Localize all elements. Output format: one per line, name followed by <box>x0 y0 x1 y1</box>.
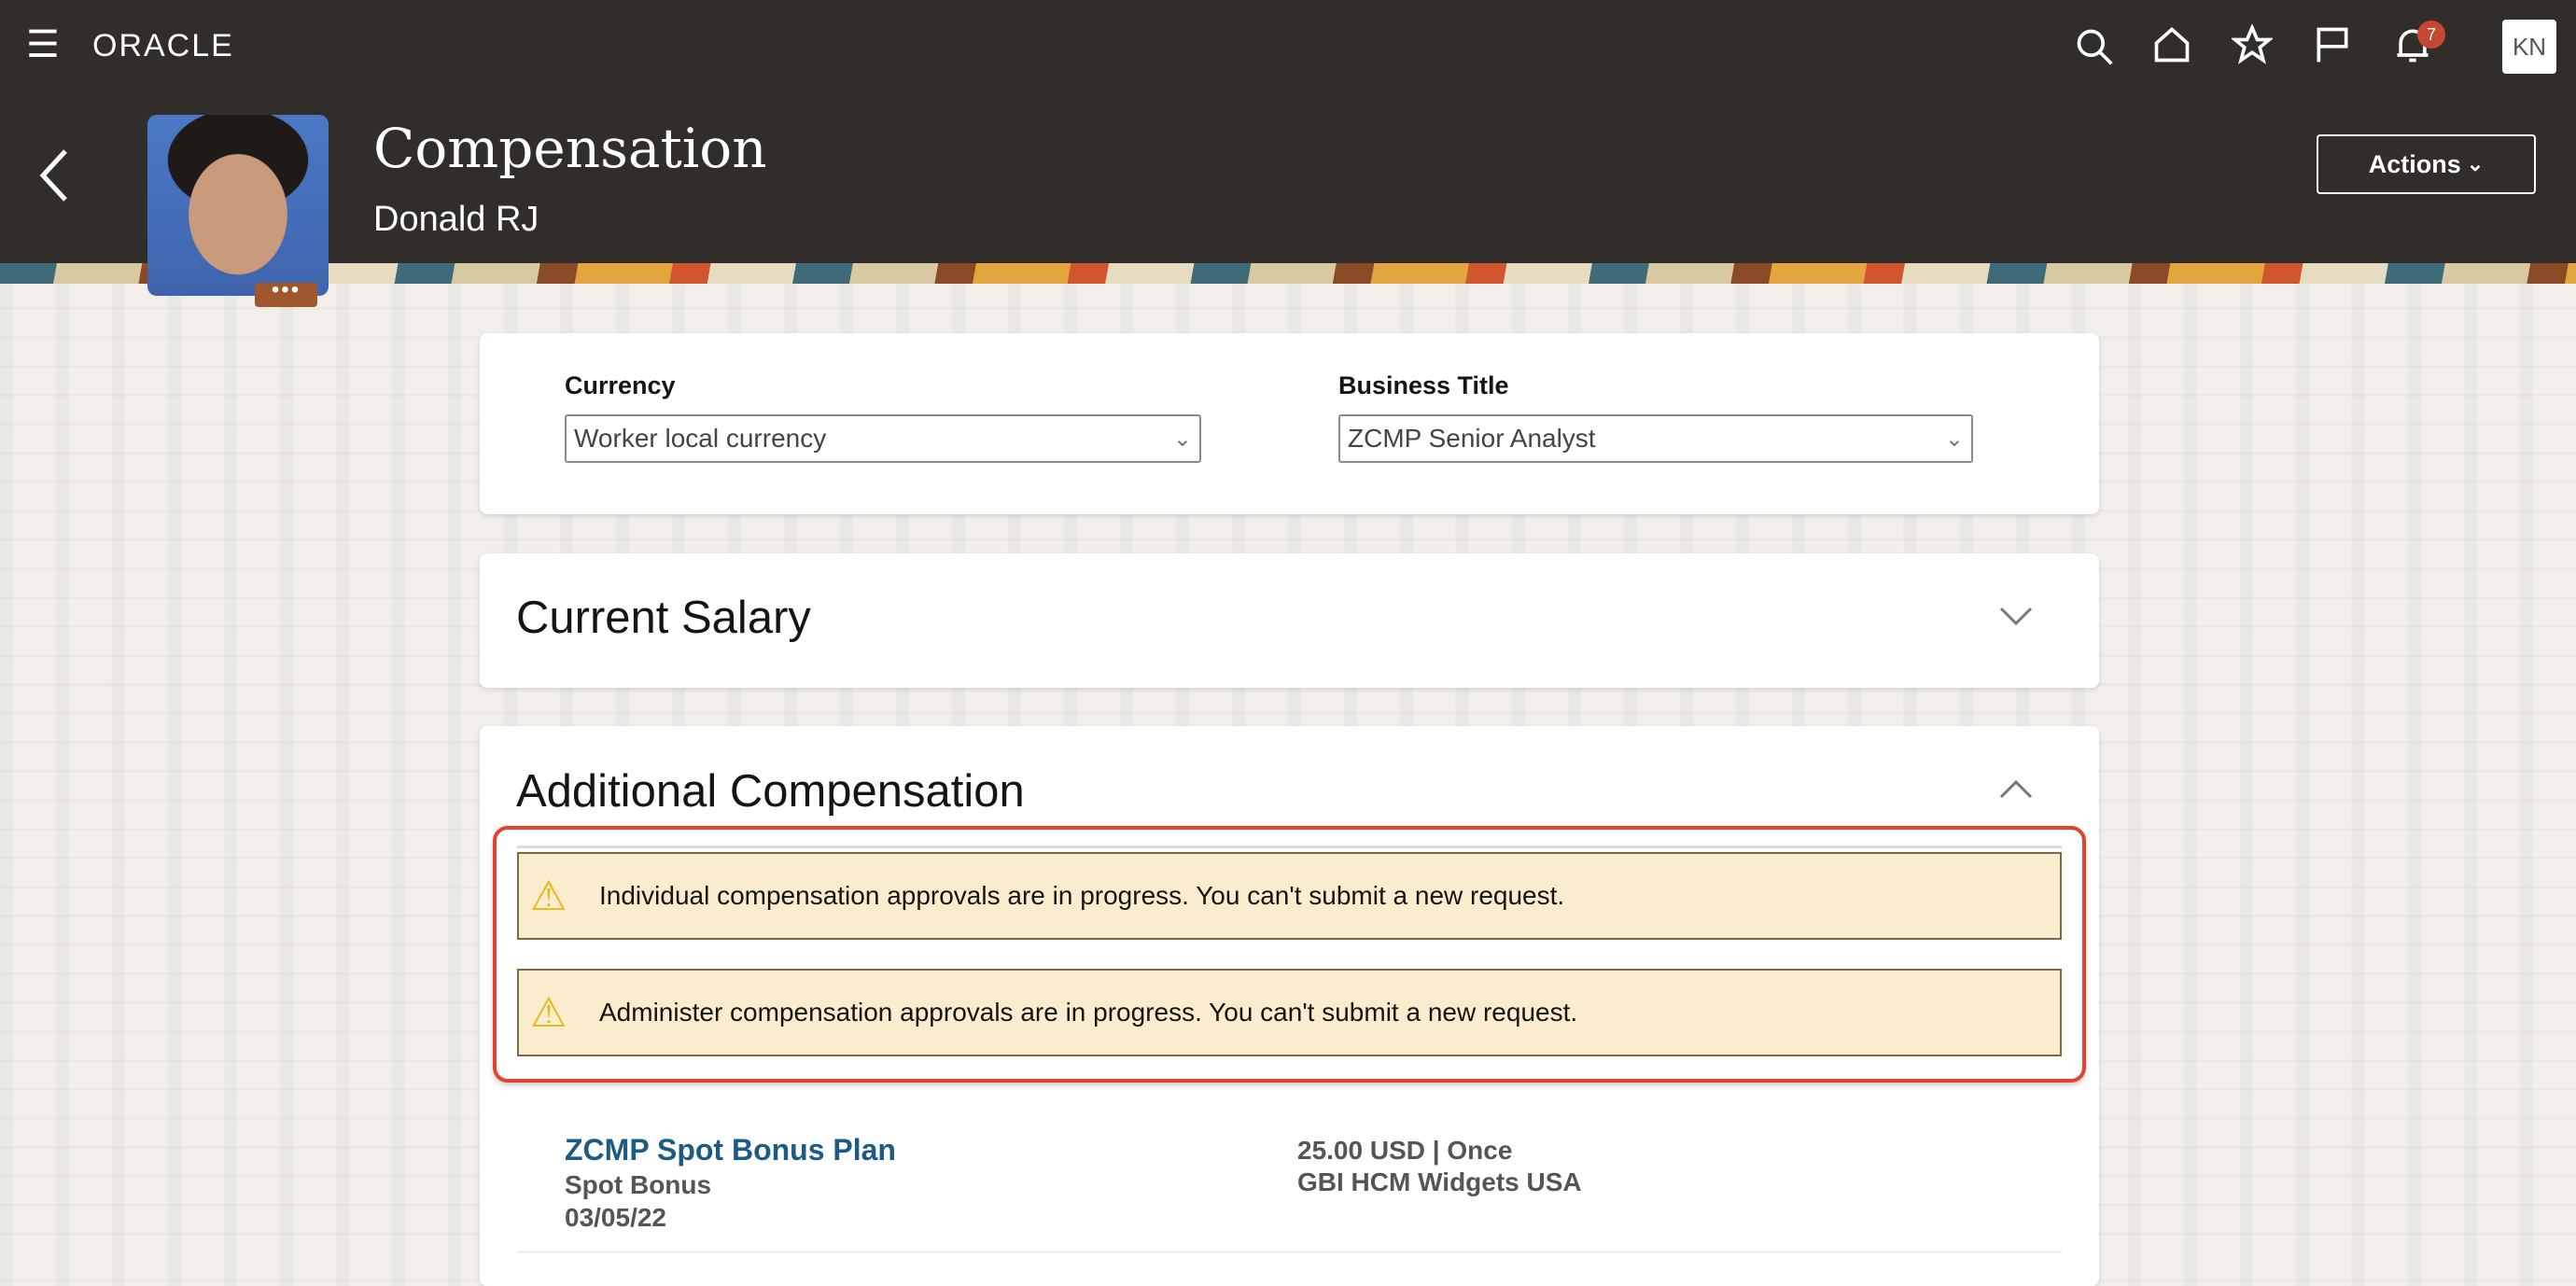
currency-label: Currency <box>565 371 676 399</box>
more-options-button[interactable]: ••• <box>255 279 317 307</box>
global-header <box>0 0 2576 263</box>
notification-count-badge: 7 <box>2417 21 2445 49</box>
plan-amount: 25.00 USD | Once <box>1297 1136 1513 1165</box>
user-avatar[interactable]: KN <box>2502 20 2556 74</box>
plan-name-link[interactable]: ZCMP Spot Bonus Plan <box>565 1133 896 1167</box>
warning-triangle-icon: ⚠ <box>530 989 567 1036</box>
back-chevron-icon[interactable] <box>35 147 73 208</box>
currency-value: Worker local currency <box>574 424 827 453</box>
warning-triangle-icon: ⚠ <box>530 873 567 919</box>
divider <box>517 846 2062 848</box>
business-title-label: Business Title <box>1338 371 1509 399</box>
plan-legal-employer: GBI HCM Widgets USA <box>1297 1167 1582 1196</box>
expand-chevron-down-icon[interactable] <box>1997 605 2035 632</box>
highlight-annotation <box>493 826 2086 1083</box>
decorative-banner <box>0 263 2576 284</box>
plan-type: Spot Bonus <box>565 1170 712 1199</box>
chevron-down-icon: ⌄ <box>2466 152 2485 175</box>
person-name: Donald RJ <box>373 200 539 239</box>
current-salary-title: Current Salary <box>516 593 811 643</box>
chevron-down-icon: ⌄ <box>1172 426 1192 452</box>
divider <box>517 1251 2062 1253</box>
chevron-down-icon: ⌄ <box>1944 426 1964 452</box>
warning-text: Administer compensation approvals are in… <box>599 998 1578 1027</box>
home-icon[interactable] <box>2151 24 2192 70</box>
search-icon[interactable] <box>2074 26 2115 72</box>
additional-compensation-title: Additional Compensation <box>516 766 1025 817</box>
business-title-value: ZCMP Senior Analyst <box>1348 424 1596 453</box>
collapse-chevron-up-icon[interactable] <box>1997 778 2035 805</box>
favorites-star-icon[interactable] <box>2230 23 2275 70</box>
flag-icon[interactable] <box>2312 24 2353 70</box>
warning-message: ⚠ Individual compensation approvals are i… <box>517 852 2062 940</box>
plan-date: 03/05/22 <box>565 1203 666 1232</box>
warning-message: ⚠ Administer compensation approvals are i… <box>517 969 2062 1056</box>
warning-text: Individual compensation approvals are in… <box>599 881 1565 910</box>
actions-button[interactable]: Actions ⌄ <box>2317 134 2536 194</box>
oracle-logo[interactable]: ORACLE <box>92 28 234 63</box>
currency-select[interactable]: Worker local currency ⌄ <box>565 414 1201 463</box>
actions-label: Actions <box>2368 149 2461 178</box>
person-photo <box>147 115 329 296</box>
page-title: Compensation <box>373 117 767 180</box>
hamburger-menu-icon[interactable]: ☰ <box>26 24 60 65</box>
current-salary-section[interactable] <box>480 553 2099 688</box>
business-title-select[interactable]: ZCMP Senior Analyst ⌄ <box>1338 414 1973 463</box>
